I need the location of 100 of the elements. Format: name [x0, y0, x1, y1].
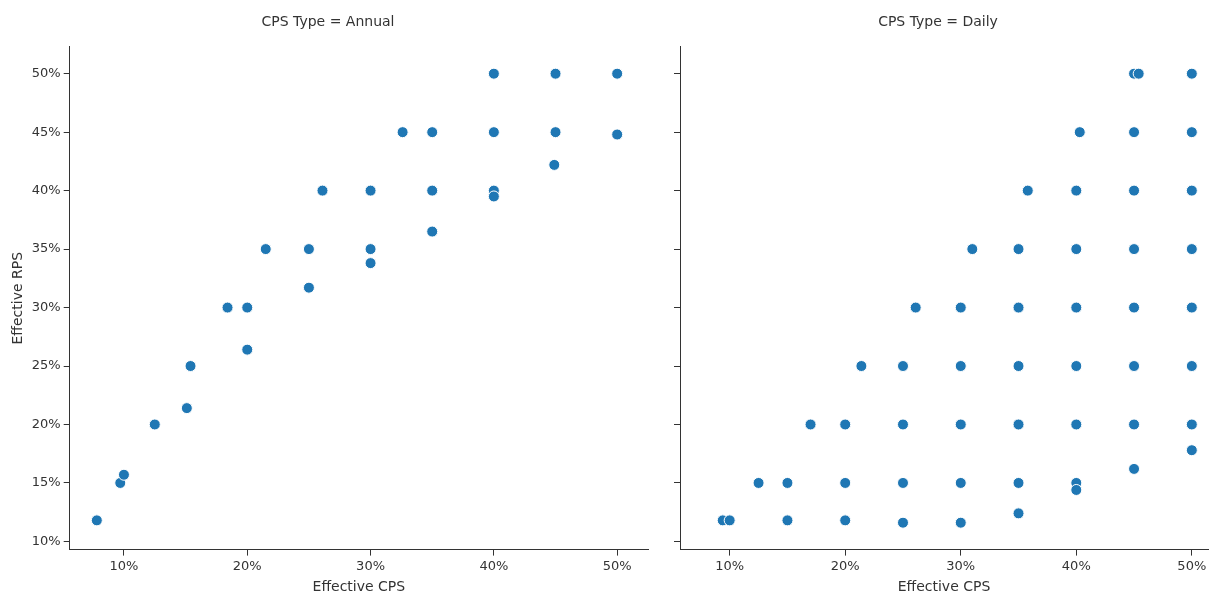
point	[259, 243, 272, 256]
point	[1070, 483, 1083, 496]
y-tick-label: 30%	[31, 298, 61, 314]
point	[896, 360, 909, 373]
point	[1070, 301, 1083, 314]
y-tick-label: 50%	[31, 65, 61, 81]
point	[549, 126, 562, 139]
point	[1128, 243, 1141, 256]
point	[1012, 360, 1025, 373]
point	[966, 243, 979, 256]
point	[611, 67, 624, 80]
point	[1128, 184, 1141, 197]
x-tick-label: 30%	[946, 557, 976, 573]
point	[855, 360, 868, 373]
point	[1185, 360, 1198, 373]
x-axis-title: Effective CPS	[312, 578, 406, 595]
point	[1012, 476, 1025, 489]
point	[241, 301, 254, 314]
x-tick-label: 20%	[830, 557, 860, 573]
point	[611, 128, 624, 141]
y-tick-label: 15%	[31, 474, 61, 490]
point	[364, 243, 377, 256]
point	[90, 514, 103, 527]
point	[1185, 418, 1198, 431]
point	[180, 402, 193, 415]
x-tick-label: 30%	[356, 557, 386, 573]
point	[487, 67, 500, 80]
point	[896, 516, 909, 529]
point	[1070, 184, 1083, 197]
point	[1185, 243, 1198, 256]
x-tick-label: 50%	[602, 557, 632, 573]
point	[1128, 462, 1141, 475]
y-tick-label: 40%	[31, 182, 61, 197]
x-tick-label: 40%	[1061, 557, 1091, 573]
point	[117, 468, 130, 481]
point	[1128, 301, 1141, 314]
point	[302, 243, 315, 256]
point	[364, 184, 377, 197]
point	[241, 343, 254, 356]
point	[1185, 184, 1198, 197]
point	[487, 126, 500, 139]
chart-title: CPS Type = Daily	[878, 13, 998, 30]
point	[752, 476, 765, 489]
point	[804, 418, 817, 431]
point	[954, 516, 967, 529]
x-tick-label: 10%	[109, 557, 139, 573]
point	[221, 301, 234, 314]
y-axis-title: Effective RPS	[9, 251, 26, 345]
point	[1012, 507, 1025, 520]
point	[1070, 243, 1083, 256]
point	[426, 184, 439, 197]
y-tick-label: 25%	[31, 357, 61, 373]
point	[839, 514, 852, 527]
point	[364, 257, 377, 270]
y-tick-label: 20%	[31, 415, 61, 431]
point	[1128, 418, 1141, 431]
point	[1128, 126, 1141, 139]
point	[781, 514, 794, 527]
x-tick-label: 40%	[479, 557, 509, 573]
point	[1070, 418, 1083, 431]
point	[1185, 301, 1198, 314]
point	[1128, 360, 1141, 373]
point	[1012, 301, 1025, 314]
point	[954, 360, 967, 373]
point	[487, 190, 500, 203]
x-axis-title: Effective CPS	[897, 578, 991, 595]
point	[954, 418, 967, 431]
point	[839, 476, 852, 489]
point	[148, 418, 161, 431]
point	[426, 225, 439, 238]
point	[723, 514, 736, 527]
point	[426, 126, 439, 139]
point	[1021, 184, 1034, 197]
point	[396, 126, 409, 139]
point	[316, 184, 329, 197]
x-tick-label: 20%	[232, 557, 262, 573]
point	[896, 476, 909, 489]
point	[1185, 67, 1198, 80]
chart-title: CPS Type = Annual	[261, 13, 395, 30]
point	[1073, 126, 1086, 139]
point	[954, 301, 967, 314]
point	[1012, 418, 1025, 431]
point	[302, 281, 315, 294]
point	[1185, 444, 1198, 457]
y-tick-label: 10%	[31, 532, 61, 548]
y-tick-label: 35%	[31, 240, 61, 256]
point	[1012, 243, 1025, 256]
point	[954, 476, 967, 489]
point	[548, 158, 561, 171]
x-tick-label: 10%	[715, 557, 745, 573]
point	[549, 67, 562, 80]
point	[184, 360, 197, 373]
point	[1070, 360, 1083, 373]
point	[839, 418, 852, 431]
x-tick-label: 50%	[1177, 557, 1207, 573]
point	[1132, 67, 1145, 80]
point	[1185, 126, 1198, 139]
point	[909, 301, 922, 314]
point	[781, 476, 794, 489]
y-tick-label: 45%	[31, 123, 61, 139]
